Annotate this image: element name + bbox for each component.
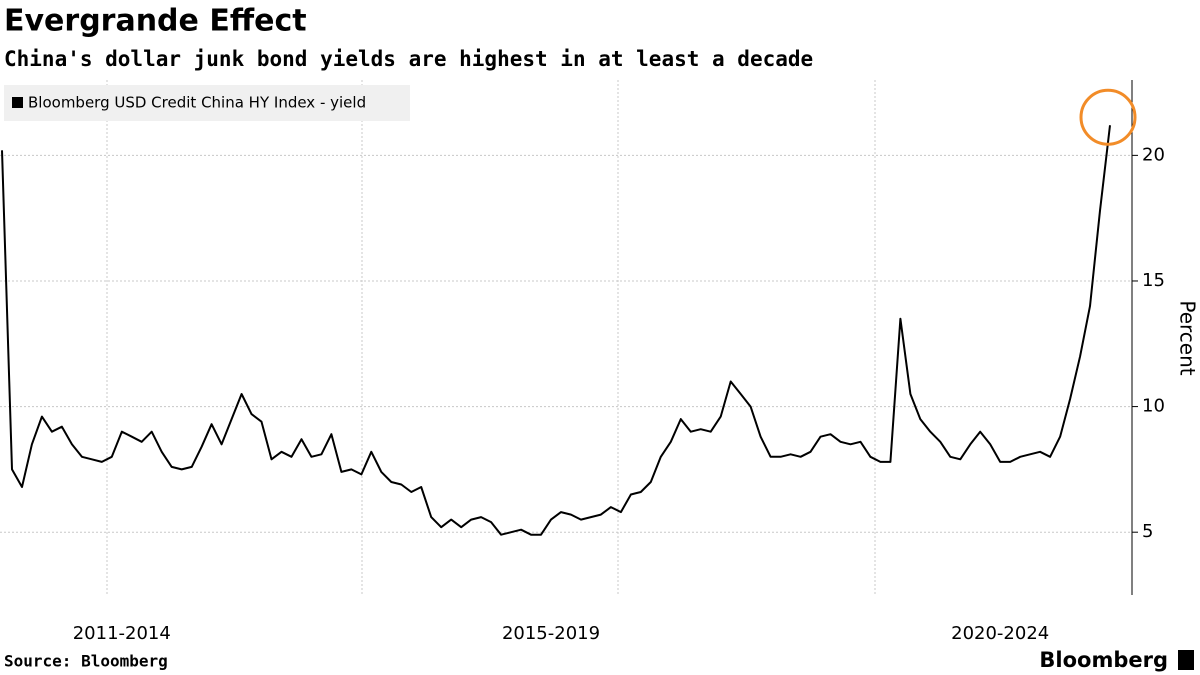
x-tick-label: 2015-2019: [502, 623, 600, 644]
chart-subtitle: China's dollar junk bond yields are high…: [4, 47, 813, 71]
x-tick-label: 2011-2014: [73, 623, 171, 644]
y-tick-label: 10: [1142, 396, 1165, 417]
logo: Bloomberg: [1039, 648, 1168, 672]
legend-swatch: [12, 97, 23, 108]
y-axis-label: Percent: [1176, 300, 1200, 375]
legend-label: Bloomberg USD Credit China HY Index - yi…: [28, 94, 366, 112]
x-tick-label: 2020-2024: [951, 623, 1049, 644]
source: Source: Bloomberg: [4, 652, 168, 671]
chart-title: Evergrande Effect: [4, 4, 307, 39]
x-grid: [106, 80, 876, 595]
y-tick-label: 5: [1142, 521, 1153, 542]
highlight-ring: [1079, 88, 1137, 146]
legend: [4, 85, 410, 121]
y-tick-label: 20: [1142, 144, 1165, 165]
series-line: [1, 125, 1111, 536]
logo-icon: [1178, 650, 1194, 670]
y-tick-label: 15: [1142, 270, 1165, 291]
